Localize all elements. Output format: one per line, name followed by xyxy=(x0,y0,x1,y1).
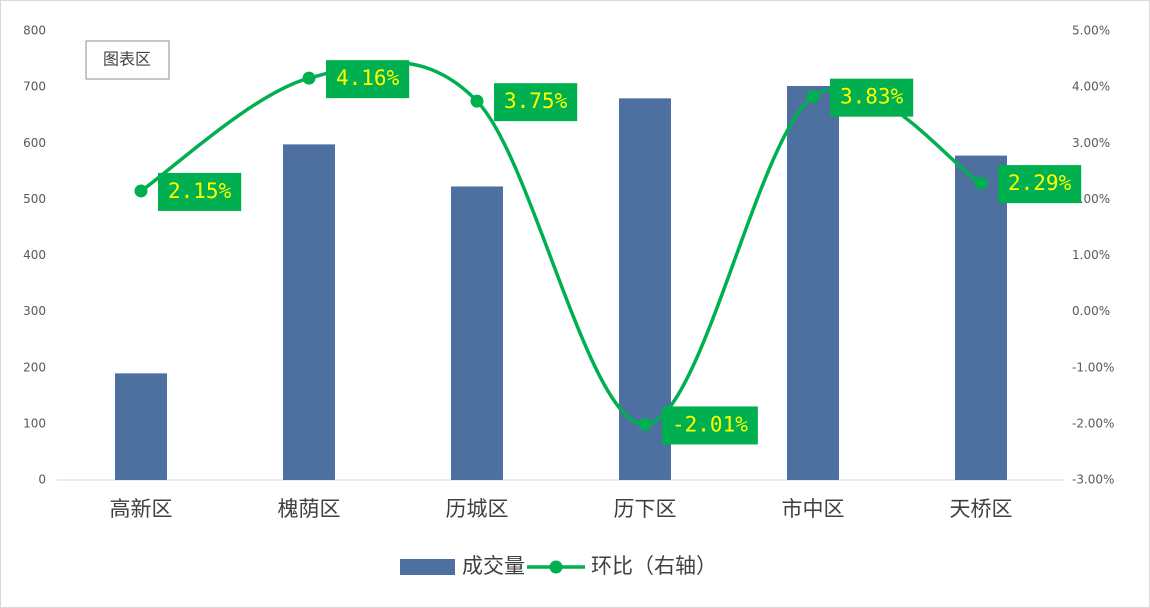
value-label: 3.75% xyxy=(504,89,568,113)
legend-marker xyxy=(549,560,563,574)
y2-tick-label: 3.00% xyxy=(1072,136,1110,150)
line-marker xyxy=(974,176,988,190)
x-tick-label: 天桥区 xyxy=(950,497,1013,521)
value-label: 2.15% xyxy=(168,179,232,203)
y-tick-label: 400 xyxy=(23,248,46,262)
line-marker xyxy=(302,71,316,85)
y2-tick-label: 2.00% xyxy=(1072,192,1110,206)
annotation: 图表区 xyxy=(103,50,151,69)
x-tick-label: 历下区 xyxy=(614,497,677,521)
bar xyxy=(955,155,1007,480)
y-tick-label: 500 xyxy=(23,192,46,206)
y2-tick-label: 1.00% xyxy=(1072,248,1110,262)
y2-tick-label: -1.00% xyxy=(1072,360,1114,374)
value-label: -2.01% xyxy=(672,412,748,436)
x-tick-label: 历城区 xyxy=(446,497,509,521)
y-tick-label: 100 xyxy=(23,416,46,430)
y2-tick-label: -3.00% xyxy=(1072,473,1114,487)
y-tick-label: 800 xyxy=(23,24,46,38)
line-marker xyxy=(806,90,820,104)
x-tick-label: 市中区 xyxy=(782,497,845,521)
y-tick-label: 600 xyxy=(23,136,46,150)
bar xyxy=(451,186,503,480)
value-label: 2.29% xyxy=(1008,171,1072,195)
y2-tick-label: 0.00% xyxy=(1072,304,1110,318)
value-label: 3.83% xyxy=(840,85,904,109)
value-label-bg xyxy=(998,165,1082,204)
bar xyxy=(787,86,839,480)
y-tick-label: 200 xyxy=(23,360,46,374)
line-marker xyxy=(470,94,484,108)
legend-label: 成交量 xyxy=(462,554,525,578)
y-tick-label: 0 xyxy=(38,473,46,487)
y-tick-label: 700 xyxy=(23,80,46,94)
y-tick-label: 300 xyxy=(23,304,46,318)
bar xyxy=(283,144,335,480)
value-label-bg xyxy=(494,83,578,122)
x-tick-label: 槐荫区 xyxy=(278,497,341,521)
y2-tick-label: 4.00% xyxy=(1072,80,1110,94)
value-label-bg xyxy=(662,406,758,445)
value-label-bg xyxy=(326,60,410,99)
value-label-bg xyxy=(830,78,914,117)
annotation-box xyxy=(85,40,170,80)
value-label-bg xyxy=(158,172,242,211)
x-tick-label: 高新区 xyxy=(110,497,173,521)
value-label: 4.16% xyxy=(336,66,400,90)
line-marker xyxy=(638,417,652,431)
line-marker xyxy=(134,184,148,198)
legend-label: 环比（右轴） xyxy=(591,554,717,578)
y2-tick-label: -2.00% xyxy=(1072,416,1114,430)
y2-tick-label: 5.00% xyxy=(1072,24,1110,38)
bar xyxy=(115,373,167,480)
legend-swatch xyxy=(400,559,455,575)
